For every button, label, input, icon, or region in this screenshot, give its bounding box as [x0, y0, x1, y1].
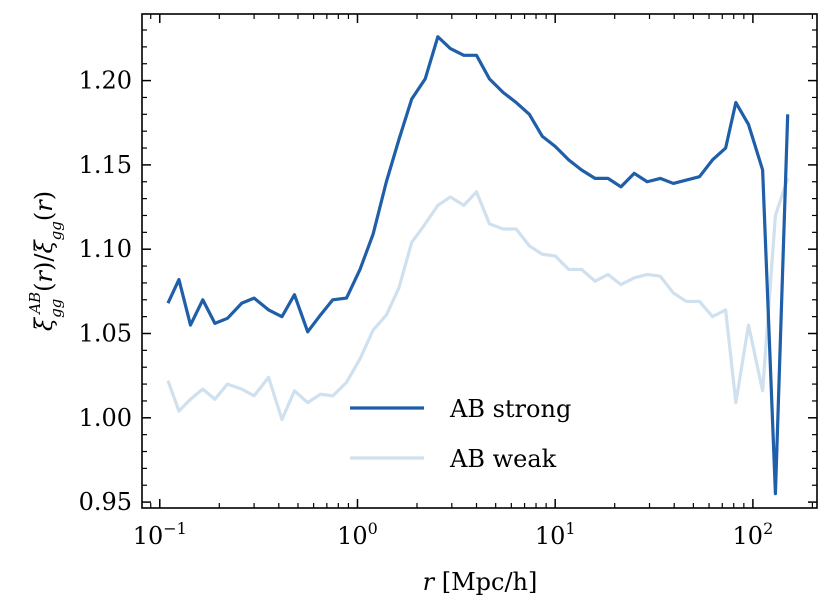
axis-ticks	[142, 14, 817, 508]
y-tick-label: 1.10	[79, 235, 132, 263]
legend-label-ab-strong: AB strong	[449, 395, 571, 423]
y-tick-label: 0.95	[79, 488, 132, 516]
y-tick-label: 1.00	[79, 404, 132, 432]
x-tick-label: 10−1	[133, 519, 187, 550]
plot-lines	[166, 35, 790, 496]
x-tick-label: 101	[535, 519, 576, 550]
tick-labels: 10−1 100 101 102 0.95 1.00 1.05 1.10 1.15 1.20	[79, 67, 774, 550]
legend-label-ab-weak: AB weak	[449, 445, 557, 473]
legend: AB strong AB weak	[350, 395, 571, 473]
x-axis-label: r [Mpc/h]	[423, 568, 538, 596]
y-axis-label: ξggAB(r)/ξgg(r)	[26, 191, 65, 331]
y-tick-label: 1.15	[79, 151, 132, 179]
x-tick-label: 102	[733, 519, 774, 550]
svg-text:ξggAB(r)/ξgg(r): ξggAB(r)/ξgg(r)	[26, 191, 65, 331]
y-tick-label: 1.05	[79, 319, 132, 347]
svg-text:r [Mpc/h]: r [Mpc/h]	[423, 568, 538, 596]
series-line-ab-weak	[166, 177, 790, 422]
x-tick-label: 100	[337, 519, 378, 550]
y-tick-label: 1.20	[79, 67, 132, 95]
plot-frame	[141, 13, 818, 509]
series-line-ab-strong	[166, 35, 790, 496]
